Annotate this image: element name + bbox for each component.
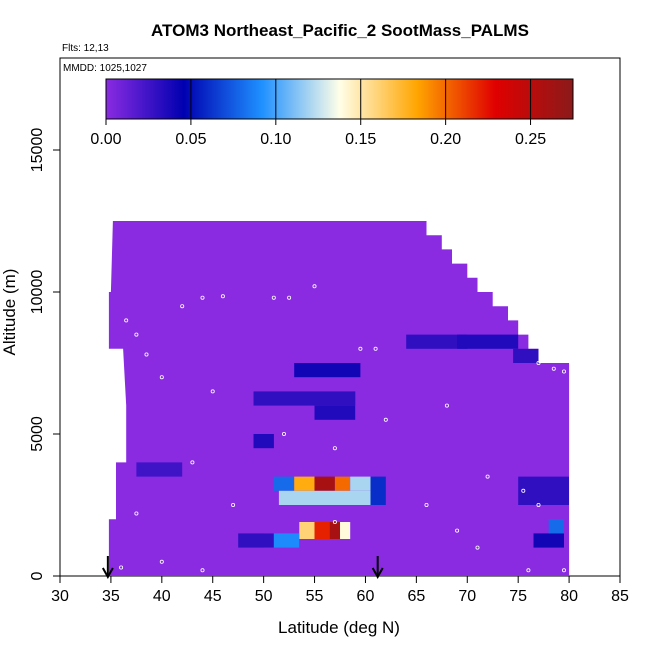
- track-point: [134, 511, 139, 516]
- y-tick-label: 0: [29, 571, 46, 580]
- track-point: [281, 431, 286, 436]
- colorbar-tick-label: 0.25: [515, 131, 546, 148]
- heatmap-cell: [238, 533, 274, 548]
- track-point: [210, 389, 215, 394]
- track-point: [159, 559, 164, 564]
- y-axis: 0 5000 10000 15000: [29, 128, 60, 580]
- x-tick-label: 50: [255, 588, 273, 605]
- heatmap-cell: [253, 391, 356, 406]
- heatmap-cell: [370, 476, 386, 505]
- x-tick-label: 45: [204, 588, 222, 605]
- heatmap-cell: [334, 476, 351, 491]
- y-tick-label: 15000: [29, 128, 46, 173]
- heatmap-cell: [340, 522, 351, 539]
- track-point: [332, 520, 337, 525]
- track-point: [180, 304, 185, 309]
- x-tick-label: 80: [560, 588, 578, 605]
- track-point: [200, 568, 205, 573]
- flights-label: Flts: 12,13: [62, 43, 109, 54]
- heatmap-cell: [533, 533, 564, 548]
- heatmap-cell: [518, 476, 570, 505]
- heatmap: [108, 221, 570, 576]
- heatmap-cell: [294, 363, 361, 378]
- x-tick-label: 65: [407, 588, 425, 605]
- track-point: [444, 230, 449, 235]
- track-point: [200, 295, 205, 300]
- track-point: [175, 213, 180, 218]
- x-tick-label: 75: [509, 588, 527, 605]
- track-point: [424, 502, 429, 507]
- heatmap-cell: [273, 476, 295, 491]
- y-tick-label: 10000: [29, 270, 46, 315]
- heatmap-cell: [294, 476, 315, 491]
- track-point: [434, 227, 439, 232]
- colorbar-tick-label: 0.20: [430, 131, 461, 148]
- colorbar-tick-label: 0.15: [345, 131, 376, 148]
- heatmap-cell: [457, 334, 519, 349]
- colorbar-tick-label: 0.05: [175, 131, 206, 148]
- y-axis-label: Altitude (m): [0, 269, 19, 356]
- heatmap-cell: [513, 348, 554, 363]
- heatmap-cell: [253, 434, 274, 449]
- track-point: [562, 369, 567, 374]
- x-tick-label: 85: [611, 588, 629, 605]
- track-point: [190, 460, 195, 465]
- flight-track-points: [119, 213, 567, 573]
- colorbar-tick-label: 0.10: [260, 131, 291, 148]
- latitude-arrow-marker: [371, 556, 384, 580]
- x-tick-label: 70: [458, 588, 476, 605]
- track-point: [119, 565, 124, 570]
- x-axis-label: Latitude (deg N): [278, 618, 400, 637]
- track-point: [536, 360, 541, 365]
- track-point: [144, 352, 149, 357]
- track-point: [134, 332, 139, 337]
- chart-title: ATOM3 Northeast_Pacific_2 SootMass_PALMS: [151, 21, 529, 40]
- heatmap-cell: [278, 490, 371, 505]
- heatmap-cell: [314, 405, 356, 420]
- track-point: [383, 417, 388, 422]
- track-point: [159, 375, 164, 380]
- track-point: [551, 366, 556, 371]
- x-axis: 30 35 40 45 50 55 60 65 70 75 80 85: [51, 576, 629, 605]
- heatmap-cell: [314, 522, 330, 539]
- track-point: [231, 502, 236, 507]
- track-point: [475, 545, 480, 550]
- latitude-arrow-marker: [101, 556, 114, 580]
- track-point: [271, 295, 276, 300]
- colorbar: [105, 78, 574, 120]
- mmdd-label: MMDD: 1025,1027: [63, 63, 147, 74]
- x-tick-label: 30: [51, 588, 69, 605]
- track-point: [455, 528, 460, 533]
- track-point: [373, 346, 378, 351]
- heatmap-cell: [136, 462, 183, 477]
- colorbar-tick-label: 0.00: [90, 131, 121, 148]
- heatmap-cell: [548, 519, 564, 534]
- x-tick-label: 40: [153, 588, 171, 605]
- track-point: [521, 488, 526, 493]
- x-tick-label: 35: [102, 588, 120, 605]
- track-point: [526, 568, 531, 573]
- track-point: [455, 238, 460, 243]
- colorbar-ticks: 0.00 0.05 0.10 0.15 0.20 0.25: [90, 79, 546, 148]
- track-point: [358, 346, 363, 351]
- heatmap-cell: [406, 334, 468, 349]
- track-point: [562, 568, 567, 573]
- track-point: [312, 284, 317, 289]
- x-tick-label: 60: [357, 588, 375, 605]
- y-tick-label: 5000: [29, 416, 46, 452]
- track-point: [332, 446, 337, 451]
- heatmap-cell: [329, 522, 340, 539]
- heatmap-cell: [314, 476, 335, 491]
- x-tick-label: 55: [306, 588, 324, 605]
- heatmap-cell: [350, 476, 371, 491]
- track-point: [124, 318, 129, 323]
- track-point: [444, 403, 449, 408]
- track-point: [536, 502, 541, 507]
- track-point: [154, 216, 159, 221]
- latitude-markers: [101, 556, 384, 580]
- track-point: [220, 294, 225, 299]
- track-point: [485, 474, 490, 479]
- track-point: [287, 295, 292, 300]
